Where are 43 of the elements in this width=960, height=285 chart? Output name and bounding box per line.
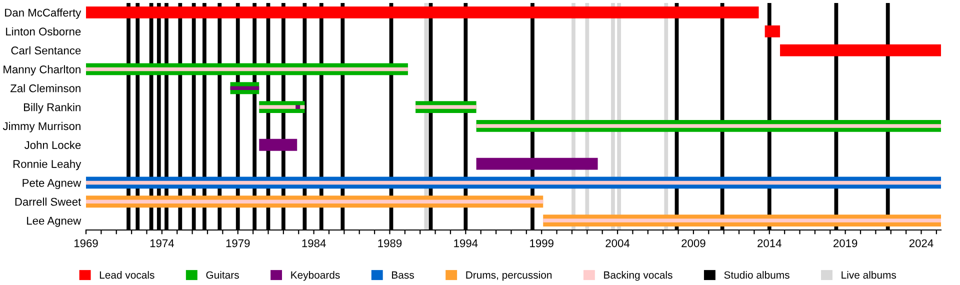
bar — [86, 67, 408, 72]
y-tick-label: Dan McCafferty — [5, 8, 82, 19]
y-tick-label: Ronnie Leahy — [13, 160, 82, 170]
legend-label: Studio albums — [724, 271, 790, 279]
bar — [86, 180, 941, 185]
x-tick-label: 1999 — [530, 239, 554, 248]
y-tick-label: Lee Agnew — [27, 216, 82, 227]
legend-label: Lead vocals — [100, 271, 154, 279]
legend-label: Guitars — [206, 271, 239, 279]
legend-label: Backing vocals — [604, 271, 672, 281]
x-tick-label: 2014 — [758, 239, 782, 248]
bar — [543, 218, 941, 222]
x-tick-label: 1979 — [226, 239, 250, 248]
legend-label: Drums, percussion — [466, 271, 552, 281]
bar — [476, 124, 941, 128]
y-tick-label: Zal Cleminson — [10, 84, 80, 92]
bar — [86, 200, 544, 204]
y-tick-label: John Locke — [24, 140, 81, 150]
y-tick-label: Darrell Sweet — [15, 198, 82, 206]
x-tick-label: 1969 — [74, 239, 98, 248]
legend-label: Keyboards — [291, 271, 340, 281]
legend-label: Bass — [392, 271, 414, 279]
x-tick-label: 2009 — [682, 239, 706, 248]
x-tick-label: 1974 — [150, 239, 174, 248]
x-tick-label: 1984 — [302, 239, 326, 248]
y-tick-label: Pete Agnew — [22, 179, 82, 190]
bar — [764, 25, 780, 38]
bar — [86, 6, 759, 18]
x-tick-label: 1989 — [378, 239, 402, 248]
y-tick-label: Manny Charlton — [4, 65, 80, 76]
bar — [259, 105, 296, 109]
x-tick-label: 1994 — [454, 239, 478, 248]
x-tick-label: 2019 — [834, 239, 858, 248]
y-tick-label: Billy Rankin — [24, 103, 80, 114]
x-tick-label: 2004 — [606, 239, 630, 248]
y-tick-label: Linton Osborne — [6, 27, 81, 36]
x-tick-label: 2024 — [909, 239, 934, 248]
y-tick-label: Carl Sentance — [11, 46, 81, 54]
bar — [780, 44, 941, 56]
y-tick-label: Jimmy Murrison — [2, 122, 80, 132]
legend-label: Live albums — [842, 271, 896, 279]
bar — [300, 105, 305, 109]
bar — [416, 105, 476, 109]
